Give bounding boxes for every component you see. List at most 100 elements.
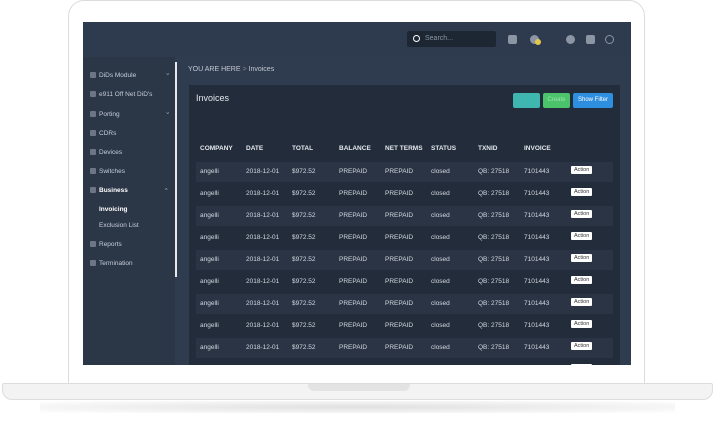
table-cell: 2018-12-01 [246, 212, 280, 219]
table-cell: 7101443 [524, 256, 550, 263]
chevron-up: › [164, 188, 170, 190]
column-header: INVOICE [524, 145, 551, 152]
breadcrumb-separator: > [242, 66, 247, 73]
breadcrumb-current: Invoices [248, 66, 275, 73]
laptop-notch [308, 384, 410, 391]
sidebar-item[interactable]: Switches [89, 168, 126, 175]
action-button[interactable]: Action [571, 254, 593, 262]
table-cell: PREPAID [385, 278, 414, 285]
power-icon[interactable] [605, 35, 614, 44]
filter-button[interactable]: Filter [513, 93, 540, 108]
table-cell: PREPAID [339, 300, 368, 307]
table-cell: 2018-12-01 [246, 190, 280, 197]
table-cell: closed [431, 278, 450, 285]
table-cell: PREPAID [339, 322, 368, 329]
table-row: angelli 2018-12-01 $972.52 PREPAID PREPAID cl… [196, 272, 613, 292]
table-row: angelli 2018-12-01 $972.52 PREPAID PREPAID cl… [196, 250, 613, 270]
table-cell: angelli [200, 300, 219, 307]
scrollbar [175, 62, 177, 277]
sidebar-item[interactable]: Reports [90, 241, 122, 248]
chevron-down: › [164, 73, 170, 75]
table-cell: PREPAID [339, 256, 368, 263]
sidebar: DiDs Module › e911 Off Net DiD's Porting › CD… [83, 57, 175, 365]
user-icon[interactable] [586, 35, 595, 44]
action-button[interactable]: Action [571, 320, 593, 328]
table-cell: $972.52 [292, 278, 316, 285]
table-cell: angelli [200, 212, 219, 219]
sidebar-item[interactable]: Invoicing [99, 206, 128, 213]
table-cell: PREPAID [385, 212, 414, 219]
table-cell: QB: 27518 [478, 212, 510, 219]
action-button[interactable]: Action [571, 210, 593, 218]
table-cell: QB: 27518 [478, 300, 510, 307]
notification-badge [535, 39, 541, 45]
action-button[interactable]: Action [571, 188, 593, 196]
table-cell: 7101443 [524, 322, 550, 329]
notification-icon[interactable] [530, 35, 539, 44]
column-header: COMPANY [200, 145, 233, 152]
sidebar-item[interactable]: Exclusion List [99, 222, 139, 229]
table-row: angelli 2018-12-01 $972.52 PREPAID PREPAID cl… [196, 184, 613, 204]
action-button[interactable]: Action [571, 276, 593, 284]
settings-icon[interactable] [566, 35, 575, 44]
table-cell: closed [431, 234, 450, 241]
search-input[interactable]: Search... [407, 31, 496, 47]
table-row: angelli 2018-12-01 $972.52 PREPAID PREPAID cl… [196, 316, 613, 336]
table-cell: PREPAID [385, 300, 414, 307]
sidebar-item[interactable]: CDRs [89, 130, 117, 137]
action-button[interactable]: Action [571, 342, 593, 350]
table-row: angelli 2018-12-01 $972.52 PREPAID PREPAID cl… [196, 228, 613, 248]
sidebar-item[interactable]: Porting [90, 111, 120, 118]
table-cell: PREPAID [385, 256, 414, 263]
table-cell: $972.52 [292, 256, 316, 263]
laptop-base [2, 383, 713, 400]
create-button[interactable]: Create [543, 93, 570, 108]
breadcrumb: YOU ARE HERE > Invoices [188, 66, 274, 73]
action-button[interactable]: Action [571, 298, 593, 306]
table-cell: 2018-12-01 [246, 300, 280, 307]
column-header: NET TERMS [385, 145, 423, 152]
screen: Search... DiDs Module › e911 Off Net DiD's… [83, 22, 631, 365]
table-cell: closed [431, 190, 450, 197]
table-cell: PREPAID [339, 344, 368, 351]
table-cell: QB: 27518 [478, 344, 510, 351]
table-cell: PREPAID [339, 234, 368, 241]
sidebar-item[interactable]: Termination [90, 260, 133, 267]
table-cell: angelli [200, 322, 219, 329]
table-cell: QB: 27518 [478, 278, 510, 285]
table-cell: 2018-12-01 [246, 278, 280, 285]
table-cell: 2018-12-01 [246, 256, 280, 263]
table-cell: $972.52 [292, 190, 316, 197]
laptop-shadow [40, 401, 675, 413]
table-cell: 7101443 [524, 234, 550, 241]
table-cell: QB: 27518 [478, 256, 510, 263]
table-cell: closed [431, 168, 450, 175]
show-filter-button[interactable]: Show Filter [573, 93, 613, 108]
table-cell: angelli [200, 168, 219, 175]
action-button[interactable]: Action [571, 364, 593, 365]
sidebar-item[interactable]: e911 Off Net DiD's [89, 91, 153, 98]
sidebar-item[interactable]: Business [90, 187, 128, 194]
table-cell: 2018-12-01 [246, 168, 280, 175]
table-cell: angelli [200, 278, 219, 285]
column-header: TXNID [478, 145, 498, 152]
table-cell: PREPAID [339, 278, 368, 285]
table-cell: QB: 27518 [478, 190, 510, 197]
chat-icon[interactable] [508, 35, 517, 44]
table-cell: PREPAID [385, 344, 414, 351]
table-cell: 7101443 [524, 190, 550, 197]
table-cell: QB: 27518 [478, 168, 510, 175]
sidebar-item[interactable]: Devices [89, 149, 123, 156]
table-cell: closed [431, 256, 450, 263]
table-cell: $972.52 [292, 344, 316, 351]
table-cell: PREPAID [385, 234, 414, 241]
chevron-down: › [164, 112, 170, 114]
action-button[interactable]: Action [571, 232, 593, 240]
column-header: BALANCE [339, 145, 371, 152]
table-cell: closed [431, 322, 450, 329]
action-button[interactable]: Action [571, 166, 593, 174]
table-cell: $972.52 [292, 234, 316, 241]
sidebar-item[interactable]: DiDs Module [89, 72, 137, 79]
table-cell: 7101443 [524, 278, 550, 285]
